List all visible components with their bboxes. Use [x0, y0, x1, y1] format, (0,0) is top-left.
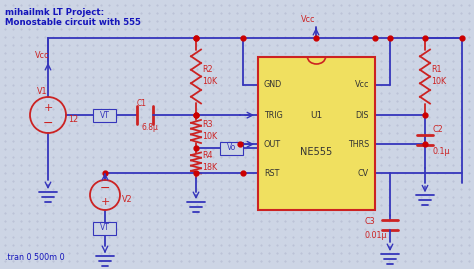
Text: Vcc: Vcc — [301, 16, 315, 24]
FancyBboxPatch shape — [93, 108, 117, 122]
Text: C3: C3 — [365, 218, 375, 226]
Text: DIS: DIS — [356, 111, 369, 120]
Text: R1: R1 — [431, 65, 441, 74]
Text: V2: V2 — [122, 194, 133, 204]
Text: CV: CV — [358, 169, 369, 178]
Text: 12: 12 — [68, 115, 78, 125]
Text: VT: VT — [100, 224, 110, 232]
Text: 0.1µ: 0.1µ — [433, 147, 450, 156]
Text: 10K: 10K — [202, 77, 217, 86]
Text: +: + — [43, 103, 53, 113]
Text: C1: C1 — [137, 98, 147, 108]
Text: 6.8µ: 6.8µ — [142, 123, 158, 133]
Text: C2: C2 — [433, 125, 444, 134]
Text: NE555: NE555 — [301, 147, 333, 157]
Text: Vo: Vo — [228, 143, 237, 153]
Text: Vcc: Vcc — [35, 51, 49, 59]
Bar — [258, 57, 375, 210]
Text: −: − — [43, 116, 53, 129]
Text: 18K: 18K — [202, 164, 217, 172]
Text: V1: V1 — [37, 87, 47, 95]
FancyBboxPatch shape — [220, 141, 244, 154]
Text: VT: VT — [100, 111, 110, 119]
Text: R3: R3 — [202, 120, 212, 129]
Text: TRIG: TRIG — [264, 111, 283, 120]
Text: .tran 0 500m 0: .tran 0 500m 0 — [5, 253, 64, 263]
Text: R4: R4 — [202, 151, 212, 161]
Text: U1: U1 — [310, 111, 323, 120]
Text: 0.01µ: 0.01µ — [365, 231, 388, 239]
Text: mihailmk LT Project:
Monostable circuit with 555: mihailmk LT Project: Monostable circuit … — [5, 8, 141, 27]
Text: THRS: THRS — [348, 140, 369, 149]
Text: −: − — [100, 182, 110, 194]
Text: +: + — [100, 197, 109, 207]
Text: RST: RST — [264, 169, 279, 178]
Text: OUT: OUT — [264, 140, 281, 149]
Text: 10K: 10K — [431, 77, 446, 86]
Text: GND: GND — [264, 80, 282, 89]
Text: R2: R2 — [202, 65, 213, 74]
FancyBboxPatch shape — [93, 221, 117, 235]
Text: Vcc: Vcc — [355, 80, 369, 89]
Text: 10K: 10K — [202, 132, 217, 141]
